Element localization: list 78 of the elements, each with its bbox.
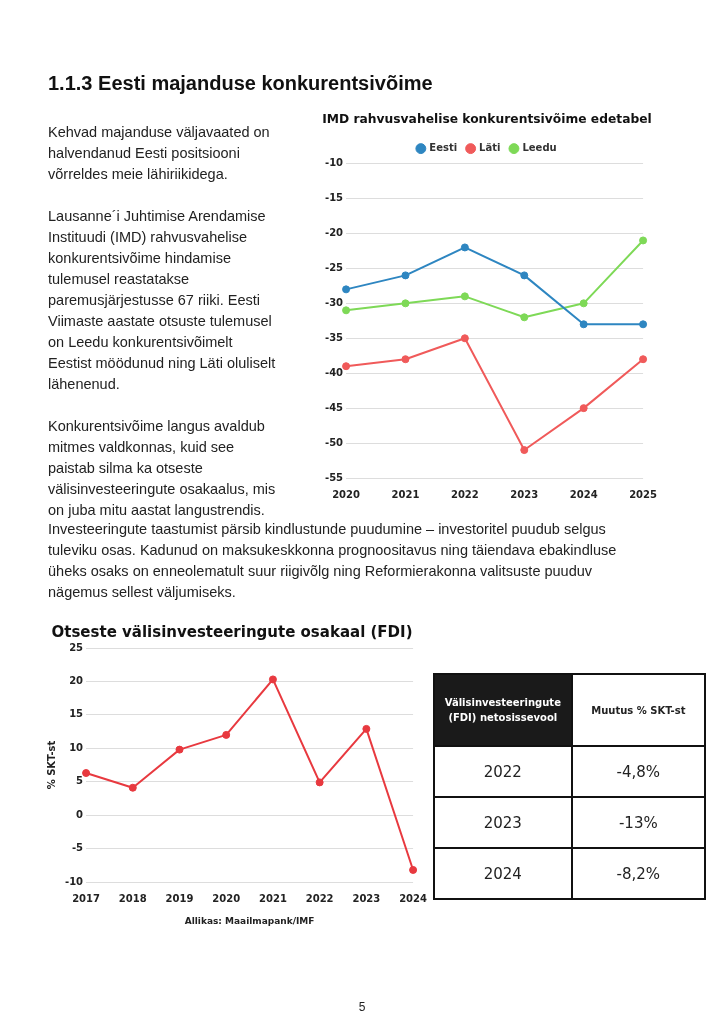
chart-title: Otseste välisinvesteeringute osakaal (FDI) [51,622,413,641]
x-tick-label: 2023 [510,488,539,500]
x-tick-label: 2017 [72,892,101,904]
point [520,446,529,455]
y-tick-label: 0 [76,808,84,820]
point [460,334,469,343]
text: -8,2% [571,848,705,899]
text: -13% [571,797,705,848]
x-tick-label: 2025 [629,488,658,500]
point [460,292,469,301]
point [401,299,410,308]
y-axis-title: % SKT-st [45,740,57,790]
y-tick-label: -30 [324,296,344,308]
y-tick-label: -15 [324,192,344,204]
text: Investeeringute taastumist pärsib kindlustunde puudumine – investoritel puudub selgus tuleviku osas. Kadunud on maksukeskkonna prognoositavus ning täiendava ebakindluse üheks osaks on enneolematult suur riigivõlg ning Reformierakonna valitsuste puuduv nägemus sellest väljumiseks. [48,521,617,600]
x-tick-label: 2024 [569,488,598,500]
text: Konkurentsivõime langus avaldub mitmes valdkonnas, kuid see paistab silma ka otseste välisinvesteeringute osakaalus, mis on juba mitu aastat langustrendis. [48,418,276,518]
y-tick-label: 5 [76,775,84,787]
y-tick-label: -45 [324,401,344,413]
x-tick-label: 2024 [399,892,428,904]
point [128,783,137,792]
point [520,313,529,322]
text: Muutus % SKT-st [571,674,705,746]
point [639,236,648,245]
text: 5 [358,1000,366,1014]
y-tick-label: -55 [324,471,344,483]
x-tick-label: 2021 [391,488,420,500]
y-tick-label: -50 [324,436,344,448]
point [579,320,588,329]
point [315,778,324,787]
y-tick-label: -10 [324,157,344,169]
y-tick-label: -35 [324,331,344,343]
y-tick-label: 15 [69,708,84,720]
x-tick-label: 2022 [450,488,479,500]
point [401,271,410,280]
y-tick-label: 20 [69,675,84,687]
text: Välisinvesteeringute (FDI) netosissevool [434,674,572,746]
text: 2023 [434,797,572,848]
y-tick-label: -5 [71,842,84,854]
point [579,299,588,308]
point [342,362,351,371]
point [520,271,529,280]
legend-label: Läti [479,142,501,154]
y-tick-label: -10 [64,875,84,887]
point [579,404,588,413]
y-tick-label: -20 [324,227,344,239]
x-tick-label: 2020 [332,488,361,500]
point [362,724,371,733]
point [639,320,648,329]
x-tick-label: 2020 [212,892,241,904]
point [639,355,648,364]
point [342,285,351,294]
text: 2022 [434,746,572,797]
point [175,745,184,754]
point [82,769,91,778]
point [222,730,231,739]
point [268,675,277,684]
text: 1.1.3 Eesti majanduse konkurentsivõime [48,72,433,94]
point [460,243,469,252]
point [401,355,410,364]
text: Lausanne´i Juhtimise Arendamise Instituudi (IMD) rahvusvahelise konkurentsivõime hindamise tulemusel reastatakse paremusjärjestusse 67 riiki. Eesti Viimaste aastate otsuste tulemusel on Leedu konkurentsivõimelt Eestist möödunud ning Läti oluliselt lähenenud. [48,208,276,392]
legend-label: Leedu [522,142,557,154]
point [409,865,418,874]
text: Allikas: Maailmapank/IMF [184,916,315,926]
y-tick-label: 10 [69,741,84,753]
y-tick-label: -40 [324,366,344,378]
legend-label: Eesti [429,142,458,154]
chart-title: IMD rahvusvahelise konkurentsivõime edetabel [322,110,652,127]
x-tick-label: 2022 [305,892,334,904]
x-tick-label: 2018 [118,892,147,904]
y-tick-label: -25 [324,261,344,273]
x-tick-label: 2021 [259,892,287,904]
text: -4,8% [571,746,705,797]
x-tick-label: 2019 [165,892,194,904]
y-tick-label: 25 [69,641,84,653]
point [342,306,351,315]
text: Kehvad majanduse väljavaated on halvendanud Eesti positsiooni võrreldes meie lähiriikidega. [48,124,270,182]
x-tick-label: 2023 [352,892,381,904]
